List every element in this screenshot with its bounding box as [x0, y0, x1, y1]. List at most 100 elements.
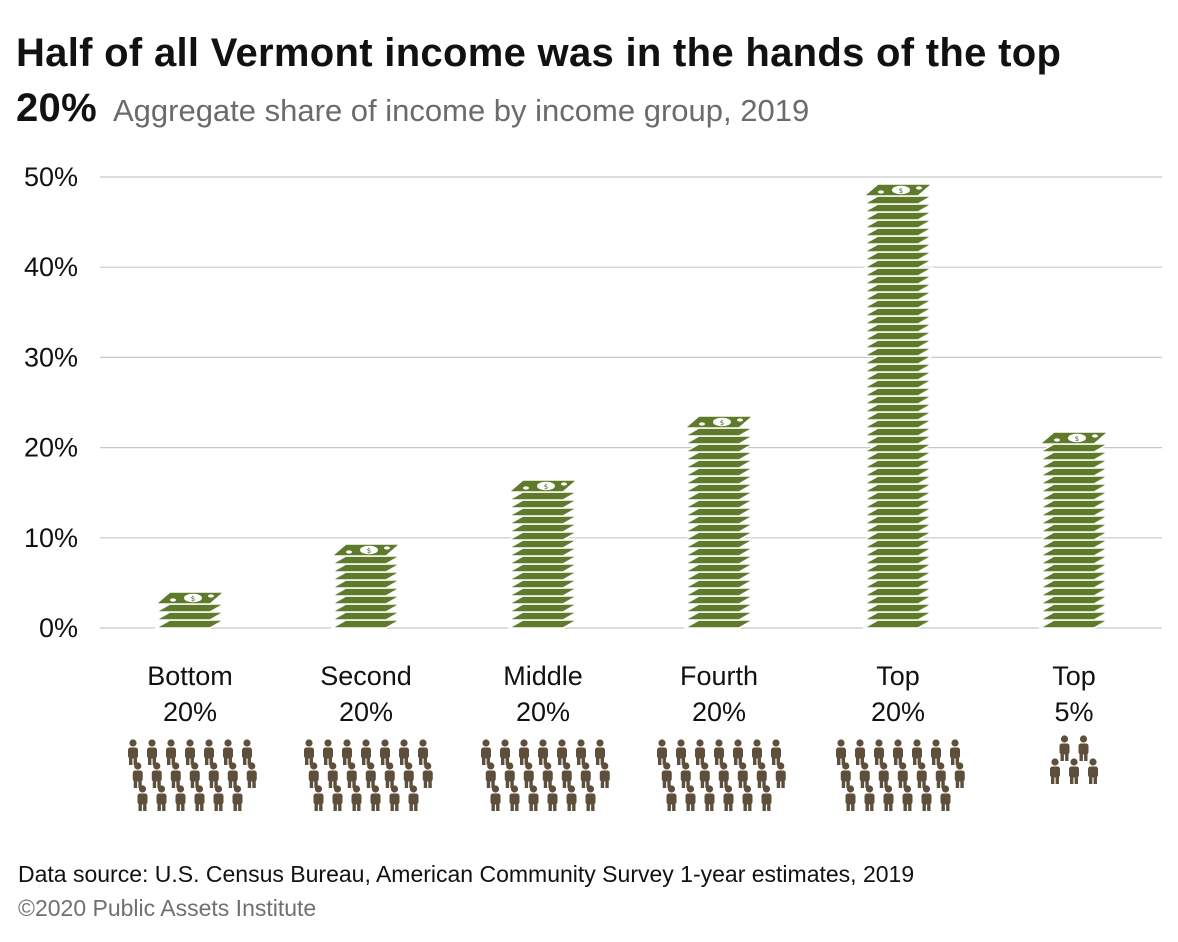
- person-icon: [585, 785, 596, 811]
- person-icon: [332, 785, 343, 811]
- person-icon: [859, 762, 870, 788]
- person-icon: [132, 762, 143, 788]
- bill-layer: [861, 259, 935, 269]
- person-icon: [921, 785, 932, 811]
- person-icon: [547, 785, 558, 811]
- person-icon: [935, 762, 946, 788]
- bill-layer: [1037, 467, 1111, 477]
- people-group: [128, 739, 257, 811]
- person-icon: [509, 785, 520, 811]
- person-icon: [351, 785, 362, 811]
- person-icon: [912, 739, 922, 765]
- chart-subtitle: Aggregate share of income by income grou…: [112, 93, 810, 128]
- person-icon: [156, 785, 167, 811]
- person-icon: [166, 739, 176, 765]
- bill-layer: [861, 363, 935, 373]
- bill-layer: [861, 267, 935, 277]
- bill-layer: [861, 315, 935, 325]
- bill-layer: [153, 619, 227, 629]
- person-icon: [836, 739, 846, 765]
- bill-layer: [682, 563, 756, 573]
- bill-layer: [861, 595, 935, 605]
- bill-layer: [682, 603, 756, 613]
- bill-layer: [861, 539, 935, 549]
- bill-layer: [329, 611, 403, 621]
- person-icon: [542, 762, 553, 788]
- bill-layer: [861, 459, 935, 469]
- people-group: [304, 739, 433, 811]
- bill-layer: [682, 451, 756, 461]
- bill-layer: [506, 499, 580, 509]
- bill-layer: [861, 339, 935, 349]
- bill-dot: [170, 598, 176, 602]
- bill-dot: [878, 190, 884, 194]
- bill-layer: [861, 291, 935, 301]
- bill-layer: [861, 203, 935, 213]
- bill-layer: [861, 491, 935, 501]
- data-source-note: Data source: U.S. Census Bureau, America…: [18, 861, 915, 887]
- bill-layer: [861, 451, 935, 461]
- bill-layer: [1037, 539, 1111, 549]
- bill-layer: [861, 619, 935, 629]
- bill-layer: [1037, 507, 1111, 517]
- person-icon: [845, 785, 856, 811]
- person-icon: [878, 762, 889, 788]
- bar-money-stack: $: [153, 591, 227, 629]
- bill-layer: [861, 219, 935, 229]
- bill-layer: [682, 547, 756, 557]
- person-icon: [561, 762, 572, 788]
- bill-layer: [861, 235, 935, 245]
- bill-layer: [861, 563, 935, 573]
- bill-layer: [506, 563, 580, 573]
- bill-layer: [682, 595, 756, 605]
- bill-layer: [682, 459, 756, 469]
- bill-layer: [861, 299, 935, 309]
- bill-layer: [1037, 579, 1111, 589]
- bill-layer: [861, 323, 935, 333]
- bill-layer: [506, 603, 580, 613]
- x-category-label: Second: [320, 661, 412, 691]
- bill-layer: [1037, 523, 1111, 533]
- person-icon: [485, 762, 496, 788]
- bill-dot: [1092, 434, 1098, 438]
- bill-layer: [682, 499, 756, 509]
- person-icon: [1078, 735, 1089, 761]
- person-icon: [897, 762, 908, 788]
- person-icon: [874, 739, 884, 765]
- bar-money-stack: $: [682, 415, 756, 629]
- bill-layer: [861, 587, 935, 597]
- bill-layer: [506, 619, 580, 629]
- bill-layer: [682, 467, 756, 477]
- people-group: [481, 739, 610, 811]
- person-icon: [557, 739, 567, 765]
- person-icon: [346, 762, 357, 788]
- bill-layer: [506, 491, 580, 501]
- bill-layer: [1037, 603, 1111, 613]
- person-icon: [595, 739, 605, 765]
- person-icon: [128, 739, 138, 765]
- bill-layer: [329, 603, 403, 613]
- person-icon: [775, 762, 786, 788]
- person-icon: [519, 739, 529, 765]
- bill-layer: [1037, 491, 1111, 501]
- bill-layer: [1037, 595, 1111, 605]
- bill-layer: [506, 547, 580, 557]
- person-icon: [185, 739, 195, 765]
- bill-layer: [682, 523, 756, 533]
- person-icon: [313, 785, 324, 811]
- bill-layer: [1037, 571, 1111, 581]
- bill-layer: [682, 475, 756, 485]
- bill-layer: [682, 539, 756, 549]
- bill-layer: [506, 523, 580, 533]
- bill-layer: [329, 563, 403, 573]
- people-group: [1050, 735, 1098, 784]
- bill-layer: [682, 531, 756, 541]
- person-icon: [840, 762, 851, 788]
- person-icon: [940, 785, 951, 811]
- person-icon: [370, 785, 381, 811]
- person-icon: [137, 785, 148, 811]
- dollar-sign-icon: $: [720, 419, 724, 427]
- bill-layer: [1037, 555, 1111, 565]
- person-icon: [365, 762, 376, 788]
- x-category-label: 5%: [1054, 697, 1093, 727]
